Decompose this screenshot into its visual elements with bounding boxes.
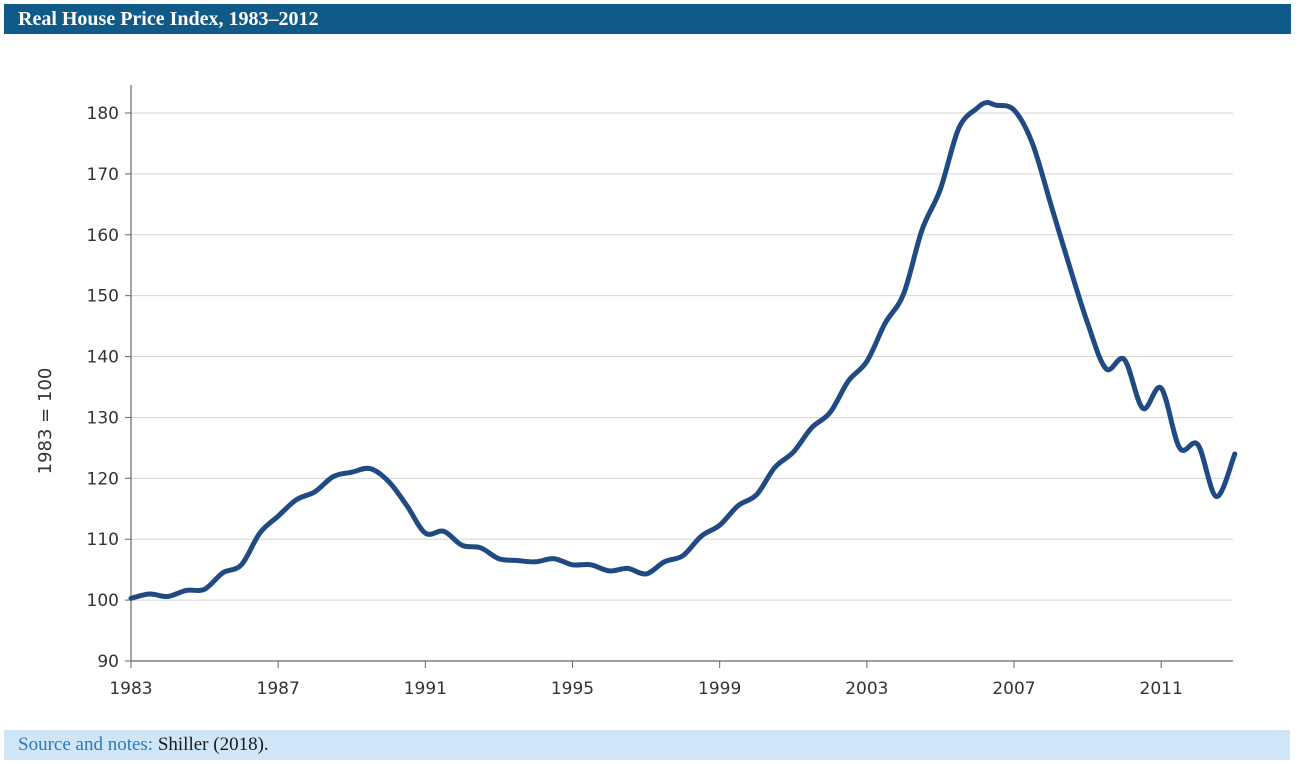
x-tick-label: 1999 [698, 679, 741, 699]
y-tick-label: 130 [87, 408, 119, 428]
x-tick-label: 2007 [992, 679, 1035, 699]
y-tick-label: 100 [87, 591, 119, 611]
x-tick-label: 1991 [404, 679, 447, 699]
x-tick-labels: 1983 1987 1991 1995 1999 2003 2007 2011 [109, 679, 1182, 699]
source-note: Source and notes: Shiller (2018). [4, 730, 1290, 760]
y-tick-labels: 90 100 110 120 130 140 150 160 170 180 [87, 104, 119, 672]
y-tick-label: 160 [87, 226, 119, 246]
x-tick-label: 2011 [1140, 679, 1183, 699]
x-tick-label: 1987 [257, 679, 300, 699]
x-tick-label: 2003 [845, 679, 888, 699]
series-layer [128, 100, 1238, 601]
y-tick-label: 150 [87, 287, 119, 307]
y-tick-label: 90 [97, 652, 119, 672]
y-tick-label: 180 [87, 104, 119, 124]
axes [125, 85, 1233, 668]
source-label: Source and notes: [18, 734, 154, 755]
x-tick-label: 1995 [551, 679, 594, 699]
chart-title: Real House Price Index, 1983–2012 [4, 4, 1291, 34]
source-text: Shiller (2018). [157, 734, 269, 755]
y-tick-label: 110 [87, 530, 119, 550]
y-axis-title: 1983 = 100 [35, 368, 56, 475]
gridlines [131, 112, 1233, 601]
y-tick-label: 120 [87, 469, 119, 489]
y-tick-label: 170 [87, 165, 119, 185]
series-line-house-price-index [128, 100, 1238, 601]
x-tick-label: 1983 [109, 679, 152, 699]
y-tick-label: 140 [87, 348, 119, 368]
